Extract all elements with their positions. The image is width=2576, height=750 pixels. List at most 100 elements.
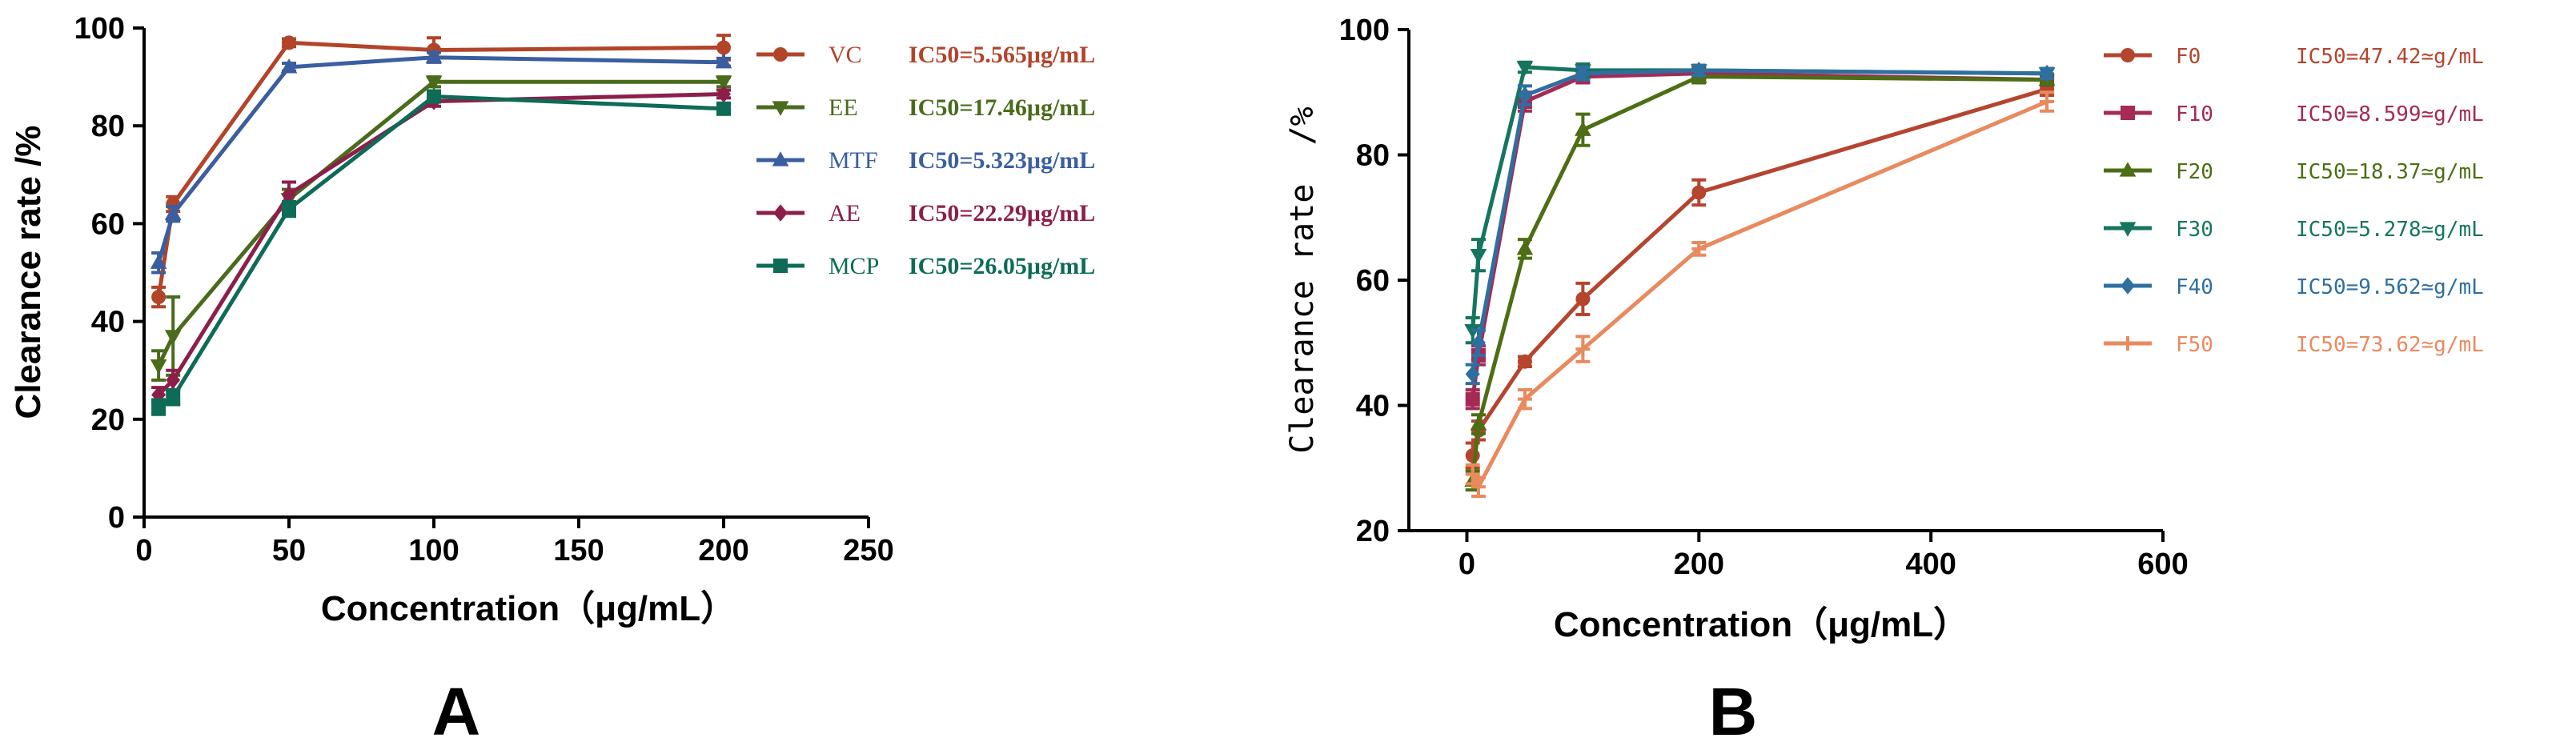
x-tick-label: 0: [1459, 547, 1475, 581]
data-point: [282, 185, 296, 203]
data-point: [1465, 365, 1480, 383]
legend-item-f10: F10 IC50=8.599≃g/mL: [2104, 102, 2484, 126]
series-ee: [150, 75, 732, 382]
legend-marker: [772, 151, 789, 166]
series-mcp: [151, 89, 731, 416]
x-tick-label: 400: [1905, 547, 1956, 581]
panel-b-ticks: 0 200 400 600 20 40 60 80 100: [1339, 14, 2189, 581]
legend-marker: [2121, 106, 2135, 120]
data-point: [150, 359, 167, 375]
series-f30-line: [1471, 65, 2048, 331]
legend-series-name: MCP: [829, 253, 879, 279]
x-tick-label: 600: [2137, 547, 2188, 581]
series-mtf-line: [156, 55, 724, 264]
data-point: [1465, 391, 1480, 407]
y-tick-label: 40: [91, 306, 125, 339]
data-point: [1516, 61, 1534, 76]
data-point: [1471, 479, 1486, 495]
panel-b-label: B: [1709, 674, 1758, 749]
data-point: [2040, 64, 2055, 82]
data-point: [1691, 62, 1707, 79]
x-tick-label: 200: [698, 534, 748, 568]
y-tick-label: 0: [108, 501, 125, 535]
legend-marker: [2119, 222, 2137, 237]
legend-series-name: F0: [2176, 45, 2201, 69]
data-point: [280, 58, 298, 74]
series-f50: [1465, 90, 2055, 498]
series-mtf: [150, 48, 732, 275]
y-tick-label: 100: [74, 12, 125, 46]
y-tick-label: 60: [1356, 264, 1390, 298]
x-tick-label: 200: [1674, 547, 1724, 581]
data-point: [1691, 241, 1707, 256]
legend-ic50: IC50=22.29μg/mL: [909, 200, 1095, 227]
data-point: [1471, 334, 1486, 352]
panel-a-y-axis-title: Clearance rate /%: [9, 126, 48, 419]
legend-series-name: VC: [829, 42, 862, 68]
data-point: [164, 205, 182, 220]
data-point: [1470, 249, 1487, 264]
legend-item-f0: F0 IC50=47.42≃g/mL: [2104, 45, 2484, 69]
panel-b-x-axis-title: Concentration（μg/mL）: [1554, 605, 1968, 644]
legend-marker: [773, 47, 788, 62]
series-f20: [1464, 67, 2056, 492]
y-tick-label: 20: [1356, 515, 1390, 548]
data-point: [166, 390, 181, 405]
legend-series-name: F40: [2176, 275, 2213, 299]
series-f40: [1465, 62, 2055, 386]
legend-series-name: EE: [829, 94, 858, 121]
legend-series-name: F20: [2176, 160, 2213, 184]
panel-a-legend: VC IC50=5.565μg/mL EE IC50=17.46μg/mL MTF IC5…: [756, 42, 1095, 279]
legend-item-f40: F40 IC50=9.562≃g/mL: [2104, 275, 2484, 299]
y-tick-label: 60: [91, 207, 125, 241]
legend-series-name: AE: [829, 200, 861, 227]
data-point: [151, 290, 167, 305]
legend-item-ee: EE IC50=17.46μg/mL: [756, 94, 1095, 121]
data-point: [425, 75, 443, 91]
data-point: [151, 399, 167, 415]
legend-item-mtf: MTF IC50=5.323μg/mL: [756, 147, 1095, 174]
legend-item-ae: AE IC50=22.29μg/mL: [756, 200, 1095, 227]
legend-series-name: F30: [2176, 218, 2213, 242]
data-point: [1517, 391, 1532, 407]
y-tick-label: 100: [1339, 14, 1390, 47]
data-point: [715, 53, 732, 69]
data-point: [1465, 467, 1480, 482]
panel-b-axes: [1407, 30, 2163, 532]
data-point: [1470, 415, 1487, 431]
data-point: [427, 89, 441, 104]
data-point: [716, 101, 731, 116]
data-point: [1575, 291, 1591, 307]
legend-ic50: IC50=73.62≃g/mL: [2296, 333, 2484, 357]
data-point: [1575, 121, 1591, 136]
panel-a-x-axis-title: Concentration（μg/mL）: [321, 589, 736, 628]
x-tick-label: 150: [553, 534, 604, 568]
x-tick-label: 250: [843, 534, 893, 568]
x-tick-label: 0: [135, 534, 152, 568]
legend-ic50: IC50=8.599≃g/mL: [2296, 102, 2484, 126]
series-f0-line: [1471, 86, 2048, 456]
x-tick-label: 50: [272, 534, 306, 568]
data-point: [166, 371, 181, 389]
legend-marker: [2121, 277, 2135, 295]
series-f0: [1465, 81, 2055, 470]
legend-marker: [772, 101, 789, 116]
panel-a-series: [150, 34, 732, 416]
data-point: [716, 85, 731, 103]
legend-marker: [773, 204, 788, 222]
data-point: [425, 48, 443, 64]
series-ae-line: [157, 92, 724, 397]
legend-marker: [2121, 48, 2135, 62]
data-point: [2040, 94, 2055, 109]
data-point: [1516, 240, 1534, 255]
legend-ic50: IC50=5.278≃g/mL: [2296, 218, 2484, 242]
data-point: [150, 254, 167, 269]
legend-series-name: F10: [2176, 102, 2213, 126]
data-point: [1575, 342, 1591, 357]
data-point: [1517, 354, 1532, 369]
data-point: [1517, 86, 1532, 104]
y-tick-label: 40: [1356, 390, 1390, 423]
panel-b-legend: F0 IC50=47.42≃g/mL F10 IC50=8.599≃g/mL F20 IC…: [2104, 45, 2484, 357]
